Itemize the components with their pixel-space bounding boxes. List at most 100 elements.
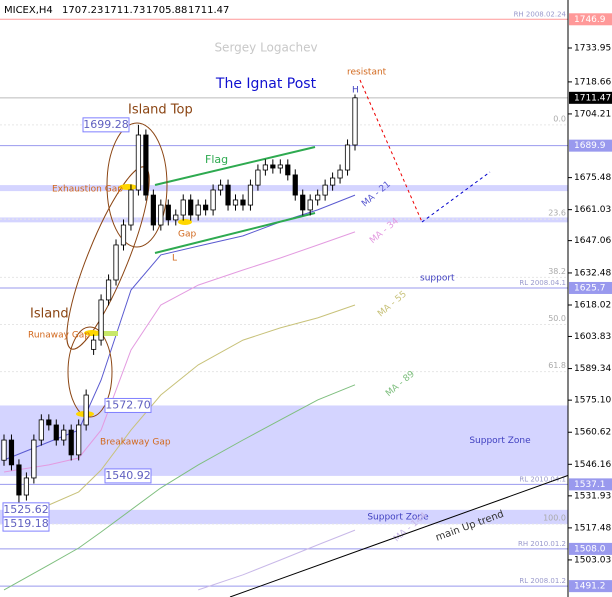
annotation: Island: [30, 307, 69, 322]
runaway-gap-mark: [90, 331, 118, 336]
projection-up: [421, 171, 491, 223]
candle-body: [61, 429, 67, 441]
candle-body: [173, 214, 179, 221]
annotation: resistant: [347, 68, 387, 78]
level-tag-label: 1689.9: [574, 141, 606, 151]
price-box-label: 1525.62: [3, 503, 49, 516]
level-tag-label: 1625.7: [574, 283, 606, 293]
y-tick-label: 1531.93: [574, 491, 611, 501]
candle-body: [285, 164, 291, 176]
level-tag: [569, 478, 612, 491]
candle-body: [158, 204, 164, 226]
candle-body: [247, 184, 254, 206]
candle-body: [23, 477, 30, 496]
annotation: Island Top: [128, 103, 193, 118]
price-box: [82, 117, 130, 133]
candle-body: [232, 199, 239, 206]
candle-body: [83, 394, 89, 426]
chart-title: The Ignat Post: [215, 76, 317, 92]
level-tag-label: 1508.0: [574, 544, 606, 554]
levels: 0.0 23.6 38.2 50.0 61.8 100.0 RH 2008.02.24 RL …: [0, 10, 568, 587]
candle-body: [277, 164, 283, 169]
candle-body: [46, 419, 52, 426]
candle-body: [262, 164, 268, 171]
zone-label: Support Zone: [367, 512, 429, 522]
zone: [0, 405, 568, 476]
header-value: 1711.73: [104, 5, 145, 16]
candle-body: [53, 424, 59, 441]
candle-body: [76, 424, 82, 456]
price-box: [104, 468, 152, 484]
annotation: Gap: [178, 230, 196, 240]
level-tag: [569, 580, 612, 593]
y-tick-label: 1661.03: [574, 205, 611, 215]
candle-body: [188, 199, 194, 216]
candle-body: [128, 189, 134, 226]
ma-line: [198, 529, 356, 591]
candle-body: [1, 439, 7, 461]
fib-label: 0.0: [553, 114, 566, 123]
trend-line: [229, 473, 573, 597]
level-note: RL 2008.01.2: [519, 577, 566, 585]
candle-body: [315, 194, 321, 201]
level-tag: [569, 139, 612, 152]
header-value: 1711.47: [188, 5, 229, 16]
projection-down: [359, 79, 423, 223]
header-ohlc: 1707.23 1711.73 1705.88 1711.47: [62, 5, 229, 16]
level-tag: [569, 542, 612, 555]
runaway-gap-dot: [84, 330, 100, 336]
y-tick-label: 1575.10: [574, 396, 611, 406]
candle-body: [38, 419, 44, 441]
candle-body: [300, 194, 306, 211]
symbol: MICEX,H4: [4, 5, 53, 16]
author: Sergey Logachev: [214, 41, 317, 55]
level-tag-label: 1491.2: [574, 582, 606, 592]
island-bottom-ellipse: [67, 326, 113, 418]
header-value: 1707.23: [62, 5, 103, 16]
header-value: 1705.88: [146, 5, 187, 16]
candle-body: [68, 429, 74, 456]
y-tick-label: 1546.16: [574, 460, 611, 470]
candle-body: [322, 184, 328, 196]
candles: [1, 94, 358, 525]
candle-body: [307, 199, 313, 211]
candle-body: [337, 169, 343, 179]
axis-strip: [568, 0, 612, 597]
candle-body: [344, 144, 351, 171]
price-box-label: 1519.18: [3, 517, 49, 530]
candle-body: [255, 169, 261, 186]
annotation: H: [352, 86, 359, 96]
fib-label: 100.0: [543, 514, 566, 523]
price-box: [104, 397, 152, 413]
candle-body: [329, 177, 336, 186]
candle-body: [165, 204, 171, 221]
price-box-label: 1699.28: [83, 118, 129, 131]
candle-body: [120, 224, 127, 246]
ma-line: [3, 304, 356, 526]
fib-label: 50.0: [548, 314, 566, 323]
level-note: RH 2008.02.24: [514, 10, 567, 18]
candle-body: [113, 244, 119, 281]
y-tick-label: 1733.95: [574, 43, 611, 53]
y-axis: 1733.95 1718.66 1704.21 1675.48 1661.03 1647.…: [567, 0, 612, 597]
candle-body: [240, 199, 246, 206]
candle-body: [150, 194, 156, 226]
candle-body: [195, 204, 201, 216]
candle-body: [16, 464, 22, 496]
y-tick-label: 1517.48: [574, 523, 611, 533]
current-price-label: 1711.47: [574, 93, 611, 103]
candle-body: [143, 134, 149, 196]
y-tick-label: 1675.48: [574, 173, 611, 183]
y-tick-label: 1603.83: [574, 332, 611, 342]
zone: [0, 185, 568, 192]
gap-mark: [178, 219, 192, 225]
candle-body: [270, 164, 276, 169]
ma-line: [3, 384, 356, 591]
flag-bottom: [154, 212, 316, 254]
annotation: Runaway Gap: [28, 331, 90, 341]
y-tick-label: 1503.03: [574, 555, 611, 565]
